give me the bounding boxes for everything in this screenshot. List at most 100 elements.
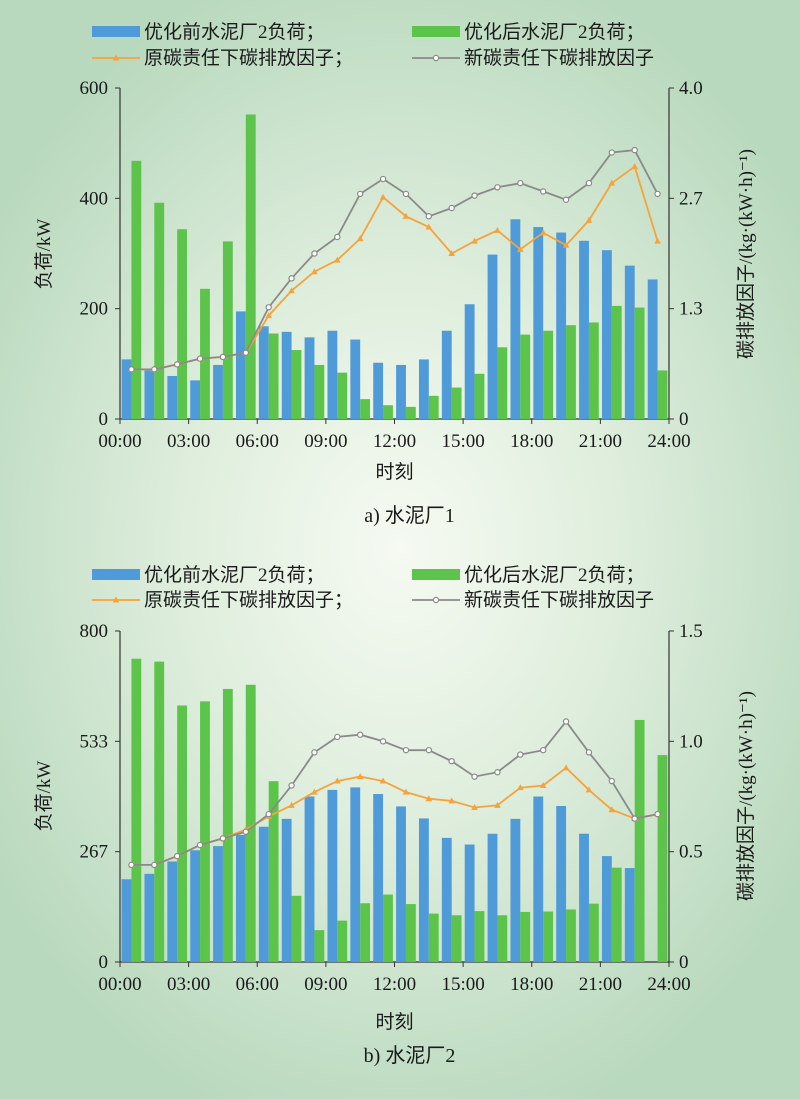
- point-marker: [631, 815, 638, 822]
- point-marker: [288, 782, 295, 789]
- bar: [418, 359, 429, 419]
- bar: [144, 370, 155, 419]
- bar: [441, 330, 452, 419]
- point-marker: [448, 797, 455, 804]
- legend-marker: [432, 54, 440, 62]
- point-marker: [562, 196, 570, 203]
- point-marker: [288, 287, 295, 294]
- bar: [337, 372, 348, 419]
- bar: [533, 796, 544, 962]
- x-tick-label: 18:00: [510, 431, 553, 452]
- bar: [566, 325, 576, 419]
- point-marker: [425, 213, 433, 220]
- right-axis-title: 碳排放因子/(kg·(kW·h)⁻¹): [735, 149, 757, 359]
- legend-marker: [112, 54, 120, 61]
- point-marker: [448, 757, 455, 765]
- bar: [144, 873, 155, 962]
- bar-series-before: [121, 787, 635, 962]
- point-marker: [128, 366, 135, 373]
- legend: 优化前水泥厂2负荷； 优化后水泥厂2负荷； 原碳责任下碳排放因子； 新碳责任下碳排放因…: [92, 21, 654, 69]
- bar: [360, 903, 371, 962]
- left-tick-label: 0: [99, 409, 109, 430]
- point-marker: [311, 250, 318, 257]
- point-marker: [585, 216, 593, 223]
- bar: [510, 219, 521, 419]
- legend-label: 优化后水泥厂2负荷；: [464, 21, 645, 43]
- legend-swatch: [412, 26, 460, 37]
- x-tick-label: 12:00: [373, 431, 416, 452]
- bar: [634, 719, 645, 962]
- point-marker: [219, 353, 227, 361]
- bar: [579, 833, 589, 962]
- bar-series-after: [131, 114, 668, 419]
- point-marker: [471, 773, 478, 780]
- bar: [177, 705, 188, 962]
- x-tick-label: 12:00: [373, 974, 416, 995]
- left-tick-label: 400: [80, 188, 109, 209]
- x-tick-label: 15:00: [441, 431, 484, 452]
- point-marker: [585, 749, 593, 756]
- bar: [360, 399, 371, 419]
- bar: [291, 350, 302, 419]
- point-marker: [242, 828, 250, 836]
- bar: [520, 911, 531, 962]
- point-marker: [654, 190, 661, 198]
- point-marker: [539, 188, 547, 195]
- bar: [451, 915, 462, 962]
- bar: [383, 894, 393, 962]
- point-marker: [539, 781, 547, 788]
- point-marker: [334, 256, 341, 263]
- x-tick-label: 24:00: [647, 974, 690, 995]
- chart-1: 0 200 400 600 0 1.3 2.7 4.0 00:00 03:00 06:00 09:00…: [33, 21, 757, 527]
- x-axis-title: 时刻: [375, 461, 413, 483]
- bar: [611, 867, 622, 962]
- bar: [350, 787, 361, 962]
- x-tick-label: 21:00: [579, 974, 622, 995]
- point-marker: [356, 235, 364, 242]
- right-tick-label: 1.0: [679, 731, 703, 752]
- point-marker: [494, 226, 501, 233]
- point-marker: [448, 250, 455, 256]
- right-tick-label: 2.7: [679, 188, 703, 209]
- series-line: [131, 149, 659, 371]
- point-marker: [562, 241, 570, 248]
- series-line: [131, 720, 658, 866]
- point-marker: [654, 810, 661, 818]
- point-marker: [379, 193, 387, 200]
- point-marker: [265, 304, 272, 311]
- point-marker: [265, 810, 272, 818]
- bar: [245, 684, 256, 962]
- bar: [657, 755, 668, 962]
- bar: [405, 904, 416, 962]
- point-marker: [585, 786, 593, 793]
- bar: [200, 701, 210, 962]
- point-marker: [562, 718, 570, 725]
- point-marker: [402, 212, 410, 219]
- bar: [497, 347, 508, 419]
- bar: [624, 265, 635, 419]
- point-marker: [517, 784, 524, 791]
- point-marker: [517, 245, 524, 252]
- point-marker: [242, 349, 250, 356]
- bar: [121, 879, 132, 962]
- bar: [235, 834, 246, 962]
- chart-2: 0 267 533 800 0 0.5 1.0 1.5 00:00 03:00 06:00 09:00…: [33, 564, 757, 1067]
- bar: [154, 661, 165, 962]
- legend-item-after: 优化后水泥厂2负荷；: [412, 564, 645, 586]
- point-marker: [173, 852, 181, 860]
- right-tick-label: 0: [679, 952, 689, 973]
- point-marker: [379, 777, 387, 784]
- left-tick-label: 267: [80, 842, 109, 863]
- bar: [268, 781, 279, 962]
- left-tick-label: 533: [80, 731, 109, 752]
- point-marker: [562, 764, 570, 771]
- bar: [520, 334, 531, 419]
- bar: [396, 364, 406, 419]
- bar: [268, 333, 279, 419]
- point-marker: [151, 366, 158, 373]
- point-marker: [517, 179, 524, 187]
- bar-series-before: [121, 219, 658, 419]
- point-marker: [471, 192, 478, 199]
